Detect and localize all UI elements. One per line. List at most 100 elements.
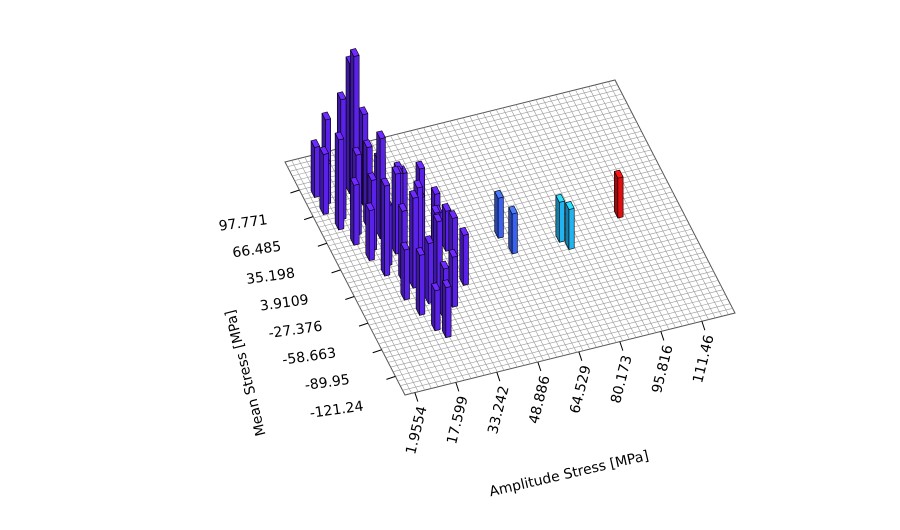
floor-grid-line xyxy=(542,97,663,332)
x-tick xyxy=(455,382,460,392)
y-tick-label: 3.9109 xyxy=(259,292,310,315)
bar-front xyxy=(314,145,321,198)
bar-top xyxy=(398,202,408,212)
x-tick-label: 80.173 xyxy=(608,354,635,405)
bar-front xyxy=(568,207,575,250)
floor-grid-line xyxy=(588,86,709,320)
bar-side xyxy=(310,140,315,198)
floor-grid-line xyxy=(489,111,610,345)
bar-side xyxy=(565,202,570,250)
bar-top xyxy=(367,172,377,181)
bar-side xyxy=(365,203,370,262)
bar-top xyxy=(334,131,345,141)
bar-top xyxy=(565,201,575,210)
bar-side xyxy=(442,280,447,339)
y-axis-label: Mean Stress [MPa] xyxy=(223,308,270,437)
x-tick xyxy=(414,392,419,402)
bar-top xyxy=(614,169,624,179)
y-tick-label: 35.198 xyxy=(245,265,296,288)
bar-side xyxy=(376,131,381,240)
x-tick xyxy=(701,321,706,331)
x-tick-label: 95.816 xyxy=(649,343,676,394)
floor-grid-line xyxy=(528,101,650,335)
bar-top xyxy=(494,189,504,199)
bar-front xyxy=(559,200,565,243)
floor-grid-line xyxy=(608,81,729,315)
floor-grid-line xyxy=(581,88,703,322)
bar-top xyxy=(400,241,410,251)
x-tick-label: 64.529 xyxy=(567,364,594,415)
bar-front xyxy=(462,233,469,286)
bar-top xyxy=(431,204,441,214)
bar-side xyxy=(380,179,385,277)
bar-front xyxy=(452,255,458,308)
floor-grid-line xyxy=(548,96,670,330)
y-tick-label: -27.376 xyxy=(268,319,324,342)
bar-top xyxy=(448,248,458,258)
bar-side xyxy=(424,236,429,304)
floor-grid-line xyxy=(469,115,591,350)
floor-grid-line xyxy=(575,89,696,323)
bar-front xyxy=(617,176,624,219)
bar-front xyxy=(419,253,426,316)
y-tick xyxy=(331,269,341,274)
y-tick-label: -121.24 xyxy=(309,398,365,421)
bar-front xyxy=(497,196,504,239)
x-tick-label: 1.9554 xyxy=(403,405,430,456)
x-tick-label: 17.599 xyxy=(444,394,471,445)
y-tick-label: 66.485 xyxy=(232,239,283,262)
x-tick xyxy=(619,341,624,351)
bar-top xyxy=(310,139,321,148)
bar-side xyxy=(391,167,396,255)
bar-top xyxy=(442,279,452,289)
floor-grid-line xyxy=(568,91,690,325)
bar-top xyxy=(424,235,434,244)
x-tick xyxy=(578,351,583,361)
bar-top xyxy=(439,260,450,270)
floor-grid-line xyxy=(462,117,584,351)
x-tick xyxy=(496,372,501,382)
y-tick xyxy=(345,296,355,300)
floor-grid-line xyxy=(482,112,604,346)
bar-top xyxy=(409,189,419,199)
floor-grid-line xyxy=(594,84,716,319)
floor-grid-line xyxy=(535,99,657,333)
bar-front xyxy=(338,138,345,231)
bar-side xyxy=(415,248,420,316)
bar-top xyxy=(391,165,402,175)
bar-top xyxy=(350,48,360,57)
bar-front xyxy=(368,209,375,262)
bar-top xyxy=(358,106,369,116)
x-axis-label: Amplitude Stress [MPa] xyxy=(488,448,650,500)
x-tick xyxy=(660,331,665,341)
bar-side xyxy=(345,56,350,194)
floor-grid-line xyxy=(515,104,637,338)
bar-top xyxy=(380,177,391,187)
bar-top xyxy=(376,130,386,140)
bar-top xyxy=(433,213,443,223)
bar-side xyxy=(433,214,438,293)
y-tick xyxy=(303,216,314,221)
bar-top xyxy=(448,210,458,219)
bar-side xyxy=(350,178,355,246)
bar-side xyxy=(494,191,499,239)
y-tick xyxy=(290,189,300,194)
bar-front xyxy=(434,289,441,332)
bar-side xyxy=(555,195,560,243)
bar-top xyxy=(321,111,332,121)
bar-top xyxy=(441,202,452,212)
bar-side xyxy=(400,242,405,301)
bar-side xyxy=(319,147,324,215)
bars xyxy=(310,48,624,339)
floor-grid-line xyxy=(601,83,723,317)
bar-side xyxy=(614,171,619,219)
x-tick-label: 33.242 xyxy=(485,384,512,435)
y-tick-label: -89.95 xyxy=(304,372,351,394)
bar-side xyxy=(431,283,436,332)
floor-grid-line xyxy=(476,114,597,348)
bar-top xyxy=(415,247,426,256)
bar-top xyxy=(319,146,329,155)
bar-side xyxy=(334,132,339,231)
y-tick-label: 97.771 xyxy=(218,212,269,235)
